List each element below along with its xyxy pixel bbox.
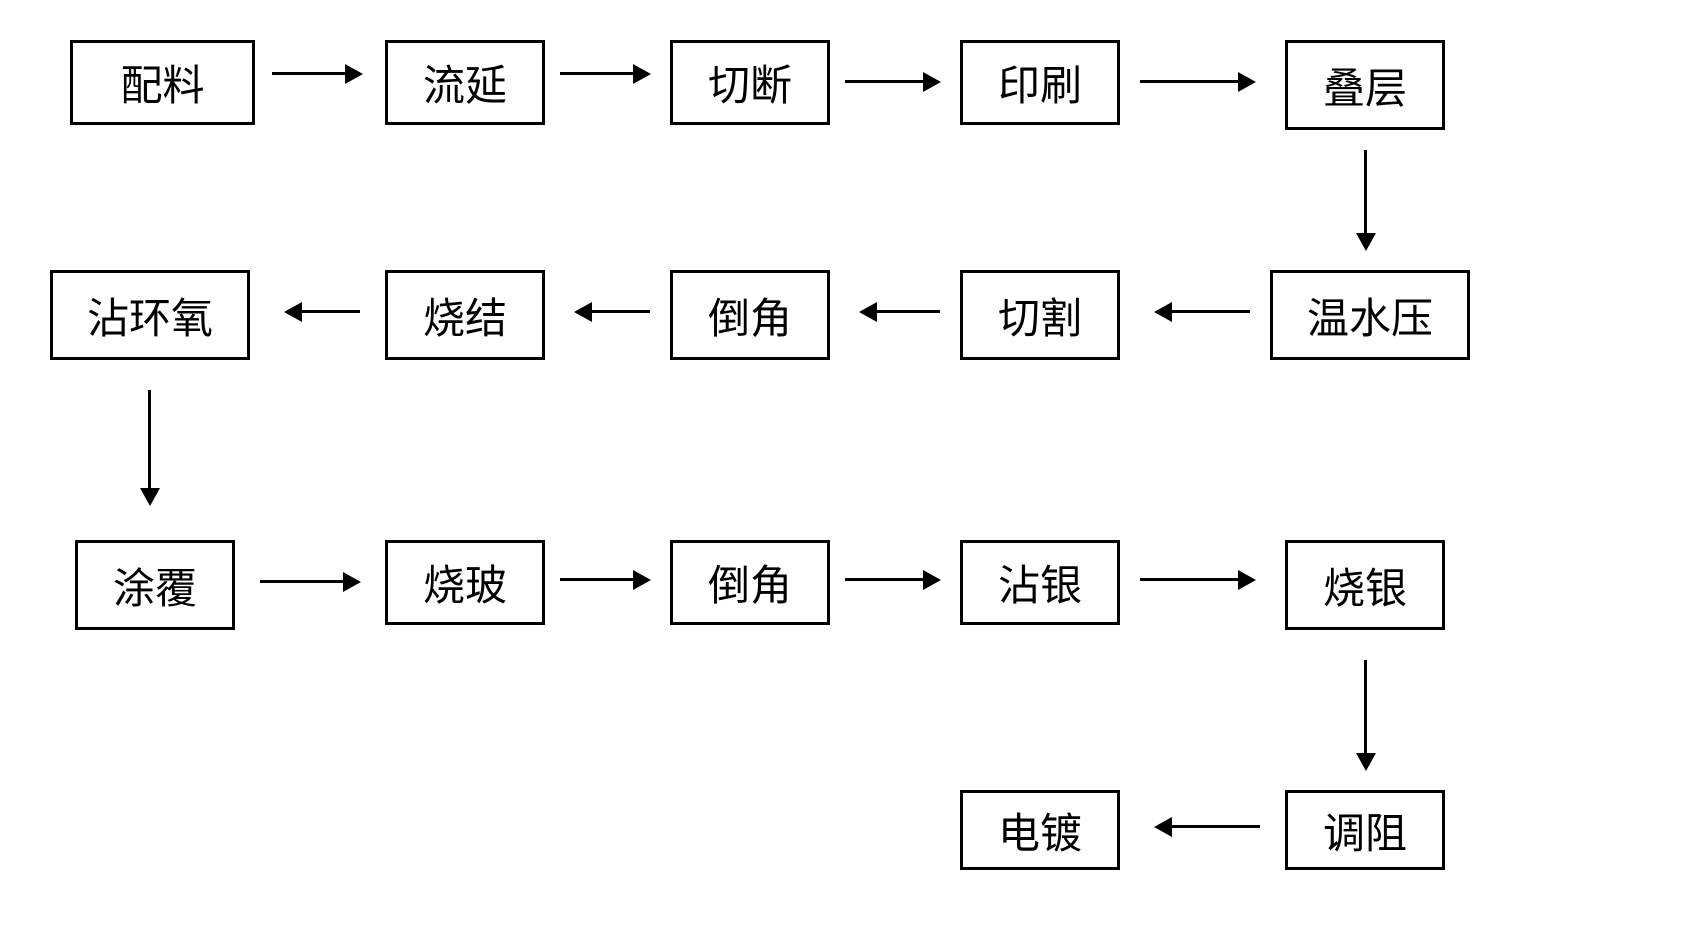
flowchart-node-n15: 烧银	[1285, 540, 1445, 630]
flowchart-arrow	[590, 310, 650, 313]
flowchart-node-label: 切割	[998, 285, 1082, 346]
flowchart-node-label: 烧玻	[423, 552, 507, 613]
flowchart-node-n17: 电镀	[960, 790, 1120, 870]
flowchart-node-n2: 流延	[385, 40, 545, 125]
flowchart-arrow	[1170, 825, 1260, 828]
flowchart-node-n1: 配料	[70, 40, 255, 125]
flowchart-node-label: 涂覆	[113, 555, 197, 616]
flowchart-node-n16: 调阻	[1285, 790, 1445, 870]
flowchart-node-n8: 倒角	[670, 270, 830, 360]
flowchart-node-n10: 沾环氧	[50, 270, 250, 360]
process-flowchart: 配料流延切断印刷叠层温水压切割倒角烧结沾环氧涂覆烧玻倒角沾银烧银调阻电镀	[20, 20, 1660, 920]
flowchart-node-label: 倒角	[708, 285, 792, 346]
flowchart-node-n12: 烧玻	[385, 540, 545, 625]
flowchart-node-n3: 切断	[670, 40, 830, 125]
flowchart-node-label: 调阻	[1323, 800, 1407, 861]
flowchart-node-label: 流延	[423, 52, 507, 113]
flowchart-node-n11: 涂覆	[75, 540, 235, 630]
flowchart-node-label: 沾环氧	[87, 285, 213, 346]
flowchart-arrow	[148, 390, 151, 490]
flowchart-arrow	[1140, 80, 1240, 83]
flowchart-node-n5: 叠层	[1285, 40, 1445, 130]
flowchart-node-label: 温水压	[1307, 285, 1433, 346]
flowchart-node-label: 印刷	[998, 52, 1082, 113]
flowchart-node-n14: 沾银	[960, 540, 1120, 625]
flowchart-node-label: 叠层	[1323, 55, 1407, 116]
flowchart-node-label: 电镀	[998, 800, 1082, 861]
flowchart-arrow	[875, 310, 940, 313]
flowchart-arrow	[260, 580, 345, 583]
flowchart-arrow	[272, 72, 347, 75]
flowchart-arrow	[1140, 578, 1240, 581]
flowchart-arrow	[1364, 660, 1367, 755]
flowchart-node-n4: 印刷	[960, 40, 1120, 125]
flowchart-arrow	[1364, 150, 1367, 235]
flowchart-node-label: 烧银	[1323, 555, 1407, 616]
flowchart-arrow	[300, 310, 360, 313]
flowchart-node-label: 倒角	[708, 552, 792, 613]
flowchart-arrow	[560, 578, 635, 581]
flowchart-node-label: 沾银	[998, 552, 1082, 613]
flowchart-arrow	[1170, 310, 1250, 313]
flowchart-arrow	[560, 72, 635, 75]
flowchart-arrow	[845, 578, 925, 581]
flowchart-node-label: 切断	[708, 52, 792, 113]
flowchart-node-label: 配料	[120, 52, 204, 113]
flowchart-node-n7: 切割	[960, 270, 1120, 360]
flowchart-node-label: 烧结	[423, 285, 507, 346]
flowchart-node-n13: 倒角	[670, 540, 830, 625]
flowchart-arrow	[845, 80, 925, 83]
flowchart-node-n6: 温水压	[1270, 270, 1470, 360]
flowchart-node-n9: 烧结	[385, 270, 545, 360]
